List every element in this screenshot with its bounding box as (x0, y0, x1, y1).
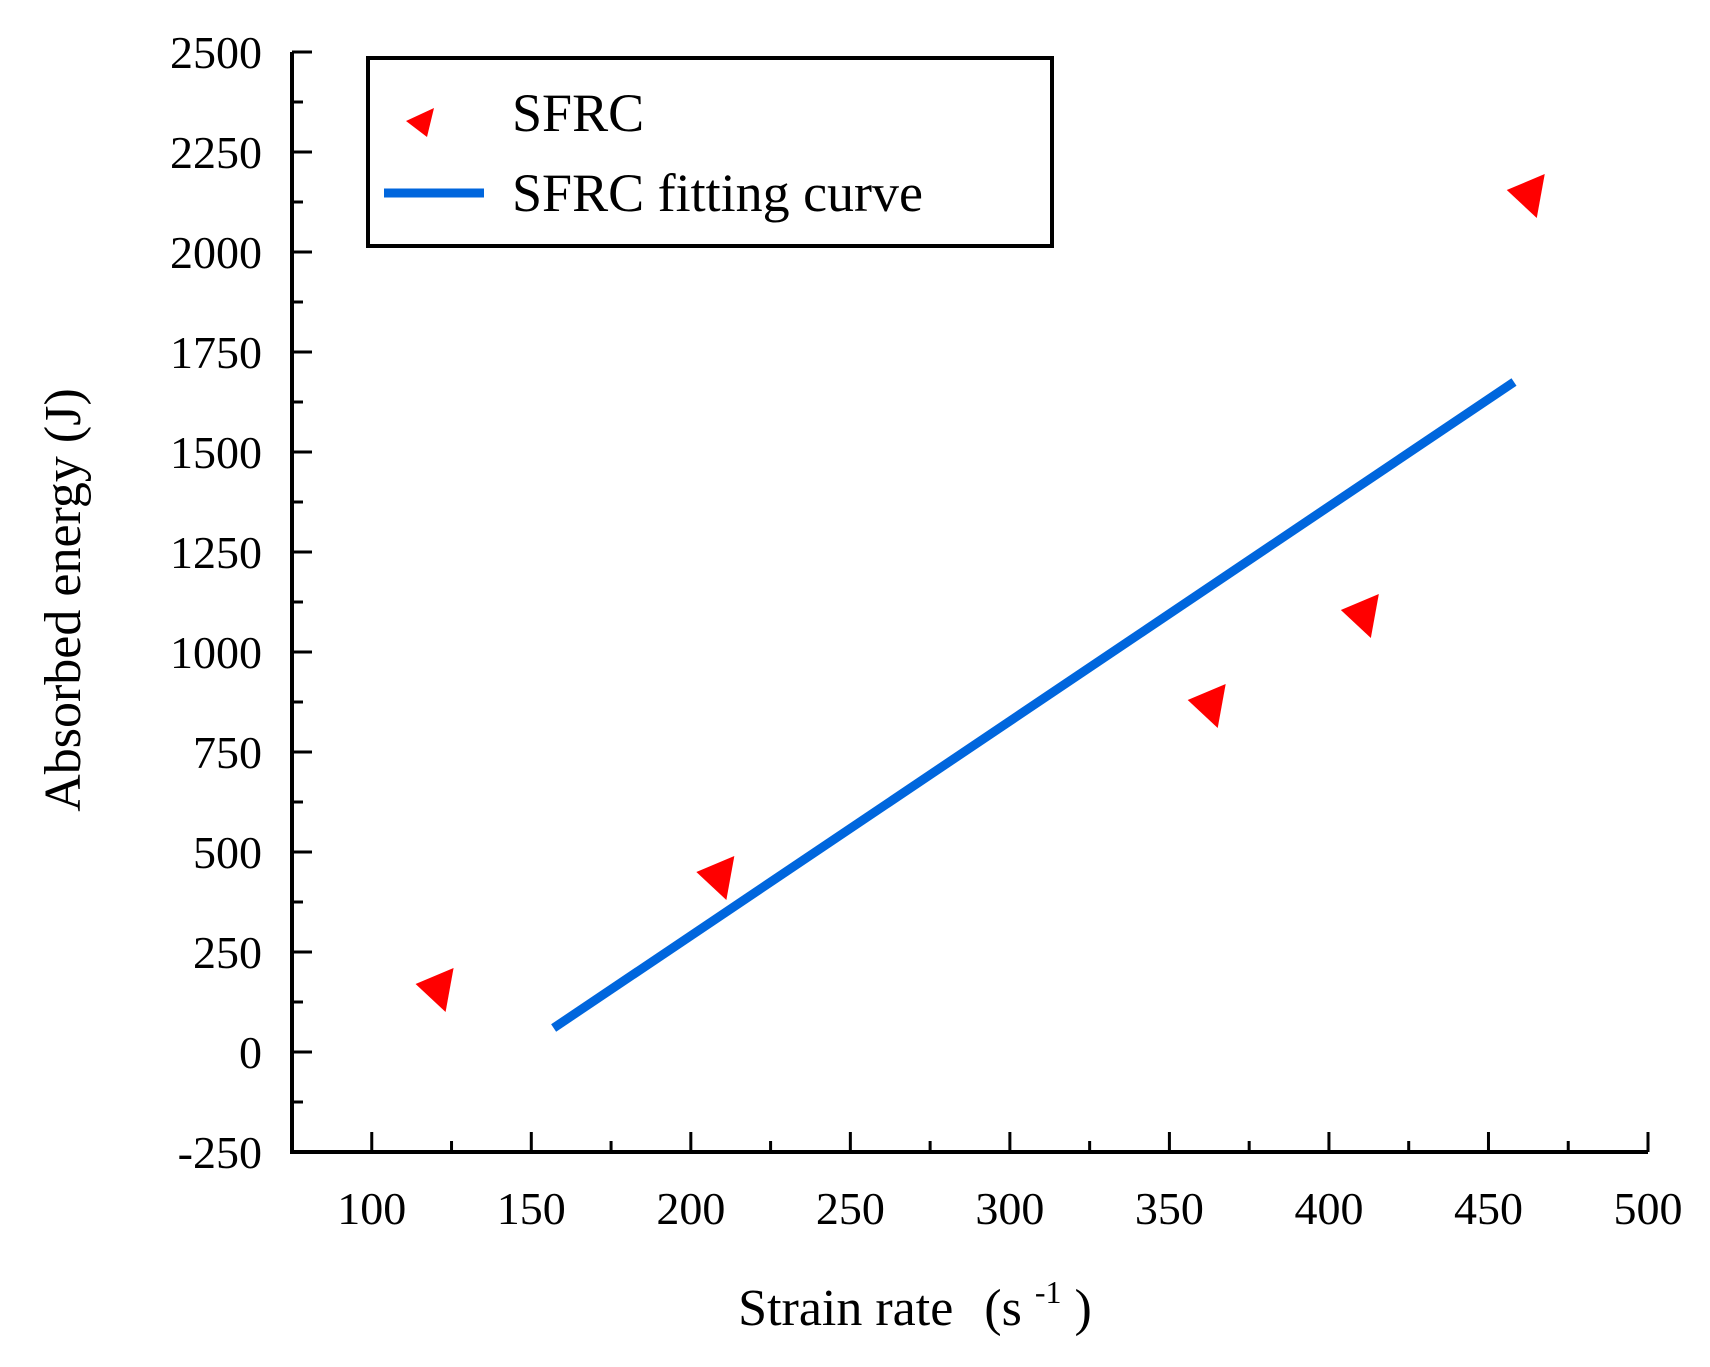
legend: SFRC SFRC fitting curve (366, 56, 1054, 248)
x-axis-title: Strain rate (s -1 ) (738, 1258, 1092, 1337)
y-tick-label: -250 (178, 1127, 262, 1178)
y-tick-label: 2250 (170, 127, 262, 178)
x-tick-label: 100 (337, 1183, 406, 1234)
data-point-triangle (1187, 684, 1226, 728)
data-point-triangle (1340, 594, 1379, 638)
y-tick-label: 1500 (170, 427, 262, 478)
y-tick-label: 1250 (170, 527, 262, 578)
x-tick-label: 450 (1454, 1183, 1523, 1234)
y-tick-label: 1000 (170, 627, 262, 678)
fitting-curve-series (551, 378, 1517, 1032)
y-tick-label: 2000 (170, 227, 262, 278)
y-tick-label: 1750 (170, 327, 262, 378)
y-tick-label: 0 (239, 1027, 262, 1078)
sfrc-scatter-series (415, 174, 1545, 1012)
y-tick-label: 250 (193, 927, 262, 978)
x-tick-label: 400 (1294, 1183, 1363, 1234)
data-point-triangle (1506, 174, 1545, 218)
legend-triangle-icon (406, 108, 434, 137)
y-tick-label: 2500 (170, 27, 262, 78)
x-axis-title-main: Strain rate (738, 1280, 953, 1337)
x-axis-title-unit-close: ) (1075, 1280, 1092, 1337)
x-tick-label: 150 (497, 1183, 566, 1234)
legend-label-fitting-curve: SFRC fitting curve (512, 163, 923, 223)
x-tick-label: 250 (816, 1183, 885, 1234)
data-point-triangle (696, 856, 735, 900)
x-tick-label: 200 (656, 1183, 725, 1234)
x-tick-label: 300 (975, 1183, 1044, 1234)
y-axis-title: Absorbed energy (J) (35, 388, 92, 812)
data-point-triangle (415, 968, 454, 1012)
y-tick-label: 750 (193, 727, 262, 778)
legend-label-sfrc: SFRC (512, 83, 644, 143)
y-tick-label: 500 (193, 827, 262, 878)
fitting-curve-line (551, 378, 1517, 1032)
x-axis-title-unit-open: (s (984, 1280, 1022, 1337)
ticks: 100 150 200 250 300 350 400 450 500 -250 0 250 500 75… (170, 27, 1683, 1234)
x-tick-label: 350 (1135, 1183, 1204, 1234)
x-axis-title-unit-sup: -1 (1035, 1274, 1062, 1310)
legend-box (366, 56, 1054, 248)
x-tick-label: 500 (1614, 1183, 1683, 1234)
